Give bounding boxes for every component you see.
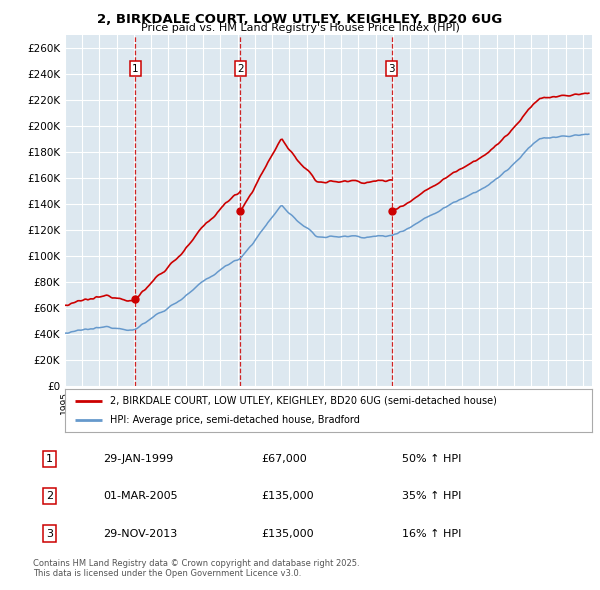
Text: This data is licensed under the Open Government Licence v3.0.: This data is licensed under the Open Gov…: [33, 569, 301, 578]
Text: Contains HM Land Registry data © Crown copyright and database right 2025.: Contains HM Land Registry data © Crown c…: [33, 559, 359, 568]
Text: 2: 2: [237, 64, 244, 74]
Text: Price paid vs. HM Land Registry's House Price Index (HPI): Price paid vs. HM Land Registry's House …: [140, 23, 460, 33]
Text: 3: 3: [388, 64, 395, 74]
Text: 29-NOV-2013: 29-NOV-2013: [103, 529, 177, 539]
Text: 1: 1: [132, 64, 139, 74]
Text: HPI: Average price, semi-detached house, Bradford: HPI: Average price, semi-detached house,…: [110, 415, 359, 425]
Text: 35% ↑ HPI: 35% ↑ HPI: [402, 491, 461, 501]
Text: 50% ↑ HPI: 50% ↑ HPI: [402, 454, 461, 464]
Text: 3: 3: [46, 529, 53, 539]
Text: 1: 1: [46, 454, 53, 464]
Text: 16% ↑ HPI: 16% ↑ HPI: [402, 529, 461, 539]
Text: 29-JAN-1999: 29-JAN-1999: [103, 454, 173, 464]
Text: 2, BIRKDALE COURT, LOW UTLEY, KEIGHLEY, BD20 6UG (semi-detached house): 2, BIRKDALE COURT, LOW UTLEY, KEIGHLEY, …: [110, 396, 496, 406]
Text: 2, BIRKDALE COURT, LOW UTLEY, KEIGHLEY, BD20 6UG: 2, BIRKDALE COURT, LOW UTLEY, KEIGHLEY, …: [97, 13, 503, 26]
Text: £67,000: £67,000: [261, 454, 307, 464]
Text: 2: 2: [46, 491, 53, 501]
Text: £135,000: £135,000: [261, 491, 314, 501]
Text: £135,000: £135,000: [261, 529, 314, 539]
Text: 01-MAR-2005: 01-MAR-2005: [103, 491, 178, 501]
